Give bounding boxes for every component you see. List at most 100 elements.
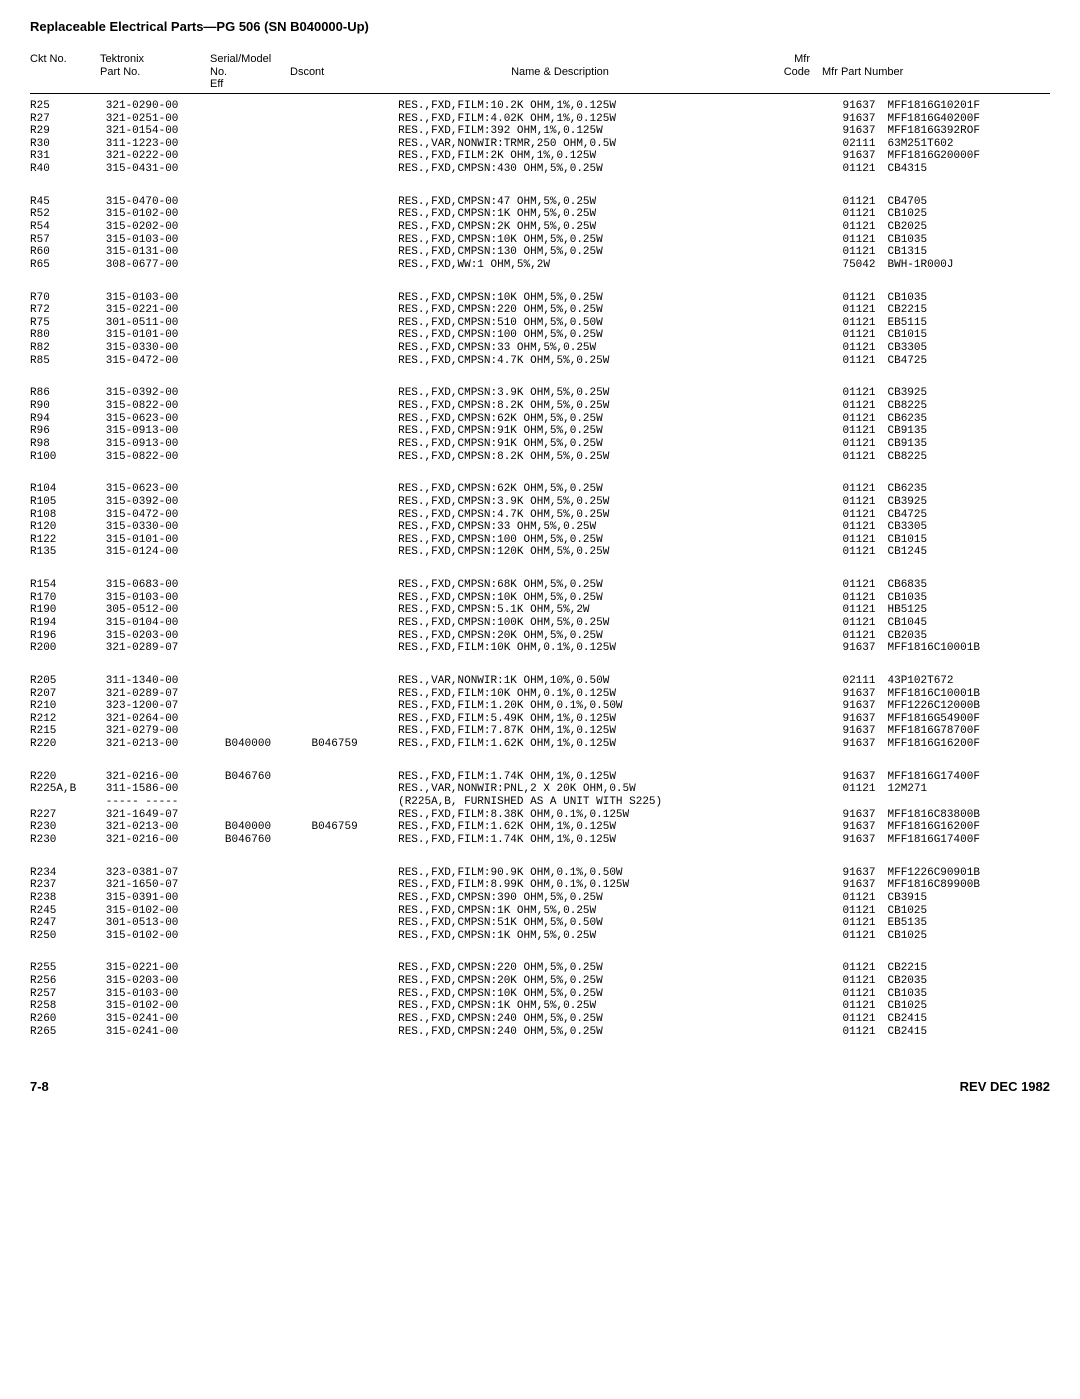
cell-ckt: R104 [30,483,106,496]
cell-desc: RES.,FXD,CMPSN:1K OHM,5%,0.25W [398,905,809,918]
cell-dscont [311,1026,398,1039]
cell-desc: RES.,FXD,FILM:1.74K OHM,1%,0.125W [398,771,809,784]
cell-part: 321-0222-00 [106,150,225,163]
cell-dscont [311,771,398,784]
cell-ckt: R170 [30,592,106,605]
cell-part: 321-0289-07 [106,642,225,655]
cell-eff [225,783,312,796]
cell-mfr [810,796,888,809]
cell-dscont [311,317,398,330]
cell-eff [225,675,312,688]
cell-mfr: 01121 [810,317,888,330]
cell-mfrpn: MFF1816G16200F [888,821,1051,834]
cell-mfr: 01121 [810,988,888,1001]
cell-eff [225,642,312,655]
table-row: R27321-0251-00RES.,FXD,FILM:4.02K OHM,1%… [30,113,1050,126]
table-row: R72315-0221-00RES.,FXD,CMPSN:220 OHM,5%,… [30,304,1050,317]
table-row: R31321-0222-00RES.,FXD,FILM:2K OHM,1%,0.… [30,150,1050,163]
cell-part: 315-0221-00 [106,962,225,975]
cell-part: 315-0241-00 [106,1013,225,1026]
cell-mfrpn: MFF1226C12000B [888,700,1051,713]
cell-dscont [311,425,398,438]
table-row: R98315-0913-00RES.,FXD,CMPSN:91K OHM,5%,… [30,438,1050,451]
cell-mfr: 01121 [810,892,888,905]
cell-mfr: 01121 [810,521,888,534]
table-row: R40315-0431-00RES.,FXD,CMPSN:430 OHM,5%,… [30,163,1050,176]
cell-dscont [311,988,398,1001]
cell-ckt: R200 [30,642,106,655]
cell-desc: RES.,FXD,CMPSN:10K OHM,5%,0.25W [398,592,809,605]
cell-dscont [311,138,398,151]
table-row: R257315-0103-00RES.,FXD,CMPSN:10K OHM,5%… [30,988,1050,1001]
cell-mfr: 01121 [810,342,888,355]
cell-mfrpn: MFF1816G54900F [888,713,1051,726]
cell-eff [225,387,312,400]
cell-part: 315-0203-00 [106,630,225,643]
cell-part: 315-0913-00 [106,425,225,438]
table-row: R225A,B311-1586-00RES.,VAR,NONWIR:PNL,2 … [30,783,1050,796]
cell-part: 315-0101-00 [106,329,225,342]
table-row: R194315-0104-00RES.,FXD,CMPSN:100K OHM,5… [30,617,1050,630]
cell-part: 321-0251-00 [106,113,225,126]
cell-mfr: 01121 [810,592,888,605]
cell-desc: RES.,FXD,CMPSN:240 OHM,5%,0.25W [398,1026,809,1039]
cell-eff [225,1000,312,1013]
cell-dscont [311,451,398,464]
table-row: R215321-0279-00RES.,FXD,FILM:7.87K OHM,1… [30,725,1050,738]
cell-mfrpn: CB1045 [888,617,1051,630]
cell-mfr: 02111 [810,138,888,151]
cell-desc: RES.,FXD,CMPSN:3.9K OHM,5%,0.25W [398,496,809,509]
cell-part: 321-0154-00 [106,125,225,138]
cell-mfrpn: EB5135 [888,917,1051,930]
cell-mfr: 01121 [810,451,888,464]
cell-dscont [311,796,398,809]
cell-dscont [311,304,398,317]
cell-mfr: 01121 [810,783,888,796]
cell-mfrpn: MFF1816G10201F [888,100,1051,113]
cell-part: 321-0289-07 [106,688,225,701]
cell-desc: RES.,FXD,FILM:90.9K OHM,0.1%,0.50W [398,867,809,880]
table-row: R245315-0102-00RES.,FXD,CMPSN:1K OHM,5%,… [30,905,1050,918]
cell-desc: RES.,FXD,CMPSN:2K OHM,5%,0.25W [398,221,809,234]
cell-eff [225,604,312,617]
cell-desc: RES.,FXD,FILM:1.74K OHM,1%,0.125W [398,834,809,847]
cell-ckt: R60 [30,246,106,259]
cell-mfrpn: CB2025 [888,221,1051,234]
cell-ckt: R122 [30,534,106,547]
cell-dscont [311,592,398,605]
cell-ckt: R220 [30,738,106,751]
cell-mfrpn: CB3305 [888,342,1051,355]
cell-mfr: 91637 [810,642,888,655]
table-row: R230321-0216-00B046760RES.,FXD,FILM:1.74… [30,834,1050,847]
cell-dscont [311,879,398,892]
cell-desc: RES.,FXD,CMPSN:62K OHM,5%,0.25W [398,483,809,496]
cell-ckt: R225A,B [30,783,106,796]
cell-desc: RES.,FXD,CMPSN:220 OHM,5%,0.25W [398,304,809,317]
cell-eff [225,292,312,305]
cell-mfr: 91637 [810,125,888,138]
cell-mfr: 91637 [810,113,888,126]
table-row: R85315-0472-00RES.,FXD,CMPSN:4.7K OHM,5%… [30,355,1050,368]
table-row: R238315-0391-00RES.,FXD,CMPSN:390 OHM,5%… [30,892,1050,905]
cell-dscont [311,688,398,701]
table-row: R170315-0103-00RES.,FXD,CMPSN:10K OHM,5%… [30,592,1050,605]
cell-mfrpn: CB2415 [888,1013,1051,1026]
cell-mfrpn: CB1025 [888,208,1051,221]
header-mfr: Mfr [750,53,810,66]
cell-dscont: B046759 [311,738,398,751]
table-row: R82315-0330-00RES.,FXD,CMPSN:33 OHM,5%,0… [30,342,1050,355]
cell-mfrpn: MFF1816C10001B [888,688,1051,701]
table-row: R104315-0623-00RES.,FXD,CMPSN:62K OHM,5%… [30,483,1050,496]
cell-ckt: R265 [30,1026,106,1039]
cell-mfr: 01121 [810,196,888,209]
cell-mfrpn: MFF1816G40200F [888,113,1051,126]
cell-mfr: 01121 [810,604,888,617]
table-row: R45315-0470-00RES.,FXD,CMPSN:47 OHM,5%,0… [30,196,1050,209]
cell-desc: RES.,FXD,CMPSN:4.7K OHM,5%,0.25W [398,509,809,522]
cell-desc: RES.,FXD,CMPSN:91K OHM,5%,0.25W [398,425,809,438]
cell-mfr: 01121 [810,483,888,496]
table-row: R256315-0203-00RES.,FXD,CMPSN:20K OHM,5%… [30,975,1050,988]
cell-mfr: 01121 [810,975,888,988]
cell-dscont [311,930,398,943]
table-row: R154315-0683-00RES.,FXD,CMPSN:68K OHM,5%… [30,579,1050,592]
